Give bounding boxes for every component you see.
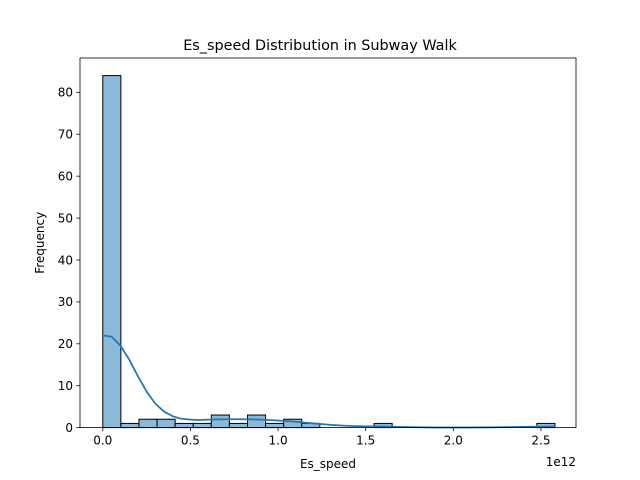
x-tick-label: 1.0	[269, 434, 288, 448]
y-tick-label: 70	[58, 128, 73, 142]
x-axis-ticks: 0.0 0.5 1.0 1.5 2.0 2.5	[93, 427, 550, 448]
histogram-bar	[120, 422, 140, 429]
y-tick-label: 10	[58, 379, 73, 393]
histogram-bar	[265, 422, 285, 429]
histogram-bar	[228, 422, 248, 429]
y-tick-label: 30	[58, 295, 73, 309]
x-tick-label: 0.0	[93, 434, 112, 448]
histogram-bar	[192, 422, 212, 429]
y-tick-label: 40	[58, 253, 73, 267]
y-tick-label: 60	[58, 169, 73, 183]
histogram-bar	[156, 418, 176, 429]
histogram-bar	[174, 422, 194, 429]
y-axis-ticks: 0 10 20 30 40 50 60 70 80	[58, 86, 80, 435]
y-axis-label: Frequency	[33, 212, 47, 274]
x-tick-label: 0.5	[181, 434, 200, 448]
y-tick-label: 80	[58, 86, 73, 100]
x-axis-label: Es_speed	[300, 457, 356, 471]
histogram-bars	[102, 75, 556, 429]
x-tick-label: 2.0	[444, 434, 463, 448]
x-tick-label: 2.5	[531, 434, 550, 448]
histogram-bar	[102, 75, 122, 429]
y-tick-label: 20	[58, 337, 73, 351]
chart-title: Es_speed Distribution in Subway Walk	[183, 38, 457, 54]
x-axis-offset-label: 1e12	[546, 455, 576, 469]
y-tick-label: 0	[65, 421, 73, 435]
histogram-bar	[210, 414, 230, 429]
kde-curve	[102, 334, 555, 429]
histogram-bar	[138, 418, 158, 429]
plot-frame	[79, 57, 577, 429]
histogram-bar	[246, 414, 267, 429]
y-tick-label: 50	[58, 211, 73, 225]
x-tick-label: 1.5	[356, 434, 375, 448]
